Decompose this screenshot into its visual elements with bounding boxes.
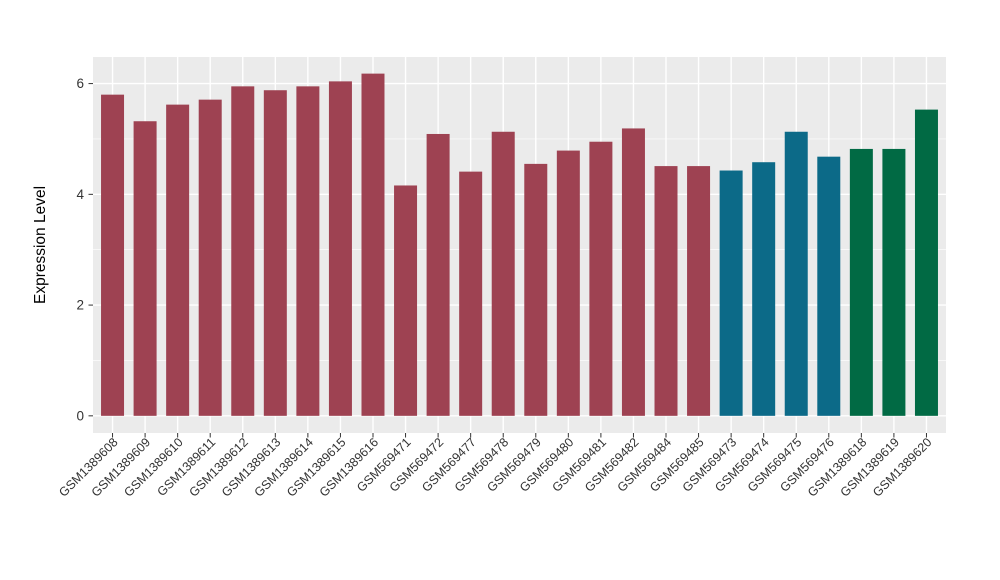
bar-GSM569479 bbox=[524, 163, 548, 416]
axis-ticks bbox=[88, 83, 927, 438]
bar-GSM569471 bbox=[394, 185, 418, 416]
bar-GSM1389620 bbox=[914, 109, 938, 416]
bar-GSM569473 bbox=[719, 170, 743, 416]
y-tick-label: 4 bbox=[76, 187, 84, 202]
bar-GSM1389618 bbox=[849, 148, 873, 416]
bar-GSM569485 bbox=[687, 166, 711, 416]
bar-GSM569476 bbox=[817, 156, 841, 416]
y-axis-title: Expression Level bbox=[32, 186, 49, 304]
x-axis-tick-labels: GSM1389608GSM1389609GSM1389610GSM1389611… bbox=[56, 435, 934, 499]
bar-GSM569477 bbox=[459, 171, 483, 416]
bar-GSM569481 bbox=[589, 141, 613, 416]
bar-GSM1389614 bbox=[296, 86, 320, 416]
bar-GSM569472 bbox=[426, 133, 450, 416]
y-axis-tick-labels: 0 2 4 6 bbox=[76, 76, 84, 423]
bar-GSM1389608 bbox=[101, 94, 125, 416]
bar-GSM569484 bbox=[654, 166, 678, 416]
bar-GSM1389610 bbox=[166, 104, 190, 416]
bar-GSM569480 bbox=[556, 150, 580, 416]
bar-GSM1389613 bbox=[263, 90, 287, 416]
bar-GSM569474 bbox=[752, 162, 776, 416]
bar-GSM569482 bbox=[621, 128, 645, 416]
y-tick-label: 6 bbox=[76, 76, 84, 91]
bar-GSM569475 bbox=[784, 131, 808, 416]
bar-GSM1389609 bbox=[133, 121, 157, 416]
bar-GSM1389615 bbox=[328, 81, 352, 416]
bars bbox=[101, 73, 938, 416]
bar-GSM1389616 bbox=[361, 73, 385, 416]
y-tick-label: 2 bbox=[76, 298, 84, 313]
bar-GSM569478 bbox=[491, 131, 515, 416]
bar-GSM1389612 bbox=[231, 86, 255, 416]
x-tick-label: GSM1389620 bbox=[870, 435, 934, 499]
y-tick-label: 0 bbox=[76, 408, 84, 423]
bar-GSM1389611 bbox=[198, 99, 222, 416]
bar-GSM1389619 bbox=[882, 148, 906, 416]
